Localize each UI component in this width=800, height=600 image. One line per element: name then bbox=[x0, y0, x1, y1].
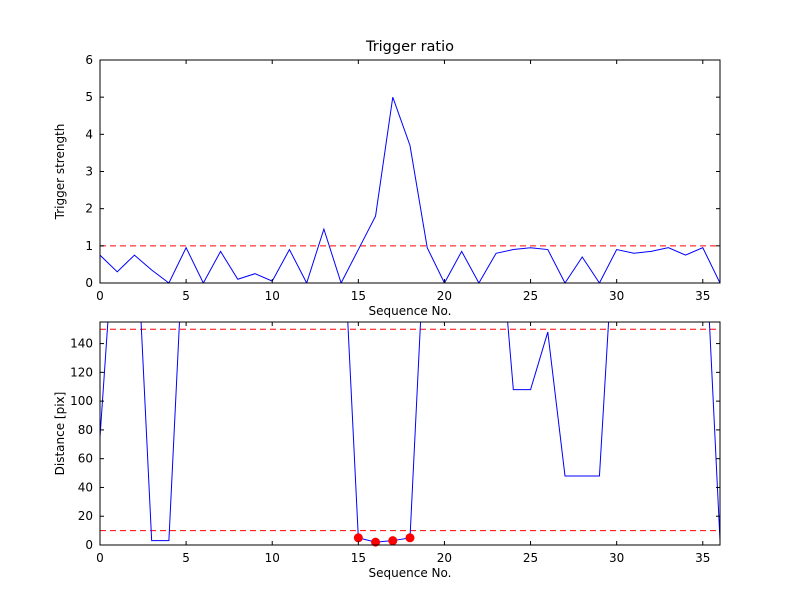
trigger-ratio-plot: 0 5 10 15 20 25 30 35 0 1 2 3 4 5 6 Trigger ratio Sequen… bbox=[53, 39, 721, 318]
y-tick-label: 0 bbox=[85, 538, 93, 552]
x-tick-label: 30 bbox=[609, 551, 624, 565]
x-tick-label: 20 bbox=[437, 289, 452, 303]
y-tick-label: 1 bbox=[85, 239, 93, 253]
data-marker bbox=[371, 537, 381, 547]
y-tick-label: 5 bbox=[85, 90, 93, 104]
y-tick-label: 6 bbox=[85, 53, 93, 67]
axes-frame bbox=[99, 321, 721, 546]
y-tick-label: 3 bbox=[85, 165, 93, 179]
y-tick-label: 80 bbox=[78, 423, 93, 437]
x-tick-label: 25 bbox=[523, 551, 538, 565]
y-tick-label: 120 bbox=[70, 365, 93, 379]
x-tick-label: 0 bbox=[96, 551, 104, 565]
y-tick-label: 60 bbox=[78, 452, 93, 466]
data-marker bbox=[405, 533, 415, 543]
x-tick-label: 0 bbox=[96, 289, 104, 303]
x-tick-label: 10 bbox=[265, 289, 280, 303]
y-tick-label: 20 bbox=[78, 509, 93, 523]
x-tick-label: 35 bbox=[695, 551, 710, 565]
x-tick-label: 30 bbox=[609, 289, 624, 303]
distance-plot: 0 5 10 15 20 25 30 35 0 20 40 60 80 100 120 140 Sequence… bbox=[53, 321, 721, 580]
y-tick-label: 0 bbox=[85, 276, 93, 290]
y-tick-label: 2 bbox=[85, 202, 93, 216]
x-tick-label: 5 bbox=[182, 551, 190, 565]
data-marker bbox=[353, 533, 363, 543]
y-axis-label: Trigger strength bbox=[53, 124, 67, 221]
x-axis-label: Sequence No. bbox=[369, 566, 452, 580]
x-tick-label: 5 bbox=[182, 289, 190, 303]
x-tick-label: 20 bbox=[437, 551, 452, 565]
plot-title: Trigger ratio bbox=[365, 39, 454, 55]
data-marker bbox=[388, 536, 398, 546]
axes-frame bbox=[99, 59, 721, 284]
y-tick-label: 40 bbox=[78, 480, 93, 494]
x-tick-label: 15 bbox=[351, 289, 366, 303]
x-tick-label: 25 bbox=[523, 289, 538, 303]
y-tick-label: 140 bbox=[70, 337, 93, 351]
y-tick-label: 4 bbox=[85, 127, 93, 141]
x-axis-label: Sequence No. bbox=[369, 304, 452, 318]
x-tick-label: 15 bbox=[351, 551, 366, 565]
x-tick-label: 10 bbox=[265, 551, 280, 565]
y-axis-label: Distance [pix] bbox=[53, 392, 67, 476]
x-tick-label: 35 bbox=[695, 289, 710, 303]
distance-line bbox=[100, 321, 720, 543]
trigger-strength-line bbox=[100, 96, 720, 284]
y-tick-label: 100 bbox=[70, 394, 93, 408]
